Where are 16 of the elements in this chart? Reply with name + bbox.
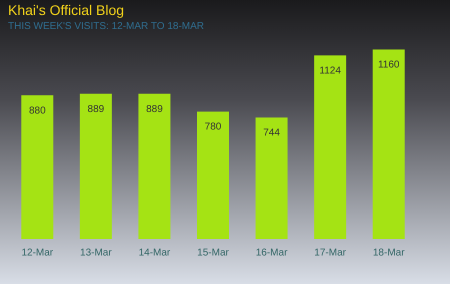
x-tick-label: 14-Mar (138, 248, 171, 258)
data-label: 780 (204, 122, 222, 133)
data-label: 889 (88, 104, 105, 115)
x-tick-label: 16-Mar (256, 248, 288, 258)
x-tick-label: 15-Mar (197, 248, 230, 258)
x-tick-label: 17-Mar (314, 248, 347, 258)
data-label: 1160 (378, 60, 400, 71)
x-tick-label: 12-Mar (21, 248, 54, 258)
data-label: 1124 (319, 65, 342, 76)
data-label: 889 (146, 104, 164, 115)
x-tick-label: 18-Mar (372, 248, 406, 258)
chart-subtitle: THIS WEEK'S VISITS: 12-MAR TO 18-MAR (8, 21, 204, 32)
chart-title: Khai's Official Blog (8, 2, 124, 18)
data-label: 744 (263, 127, 280, 138)
data-label: 880 (28, 105, 46, 116)
x-tick-label: 13-Mar (80, 248, 112, 258)
